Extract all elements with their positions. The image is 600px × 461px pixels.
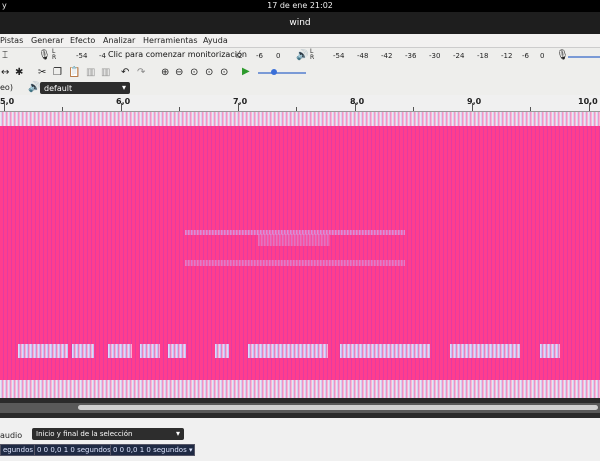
playback-scale-label: -12: [501, 52, 513, 60]
spectrogram-bright-segment: [108, 344, 132, 358]
playback-scale-label: -42: [381, 52, 393, 60]
cut-icon[interactable]: ✂: [38, 67, 47, 78]
playback-scale-label: -24: [453, 52, 465, 60]
microphone-volume-icon[interactable]: 🎙: [556, 50, 569, 61]
system-clock[interactable]: 17 de ene 21:02: [267, 1, 333, 10]
ruler-label: 6,0: [116, 97, 131, 106]
app-menu-glyph[interactable]: y: [2, 1, 7, 10]
audio-host-label: eo): [0, 83, 13, 92]
menu-tracks[interactable]: Pistas: [0, 36, 24, 45]
timeline-ruler[interactable]: 5,0 6,0 7,0 8,0 9,0 10,0: [0, 95, 600, 112]
menu-analyze[interactable]: Analizar: [103, 36, 136, 45]
menu-generate[interactable]: Generar: [31, 36, 64, 45]
playback-scale-label: -30: [429, 52, 441, 60]
chevron-down-icon: ▾: [175, 429, 180, 438]
record-scale-label: -54: [76, 52, 88, 60]
project-rate-label: audio: [0, 431, 23, 440]
window-title: wind: [289, 18, 311, 28]
selection-toolbar: audio Inicio y final de la selección ▾ e…: [0, 418, 600, 461]
playback-scale-label: 0: [540, 52, 545, 60]
spectrogram-bright-segment: [450, 344, 520, 358]
spectrogram-faint-pattern: [185, 260, 405, 266]
spectrogram-bright-segment: [168, 344, 186, 358]
device-toolbar: eo) 🔊 default ▾: [0, 81, 600, 96]
selection-end-time[interactable]: 0 0 0,0 1 0 segundos ▾: [110, 444, 196, 456]
select-tool-icon[interactable]: ⌶: [2, 50, 8, 61]
redo-icon[interactable]: ↷: [137, 67, 146, 78]
playback-scale-label: -6: [522, 52, 529, 60]
system-top-bar: y 17 de ene 21:02: [0, 0, 600, 12]
copy-icon[interactable]: ❐: [53, 67, 62, 78]
ruler-label: 7,0: [233, 97, 248, 106]
trim-icon[interactable]: ▥: [86, 67, 96, 78]
spectrogram-bright-segment: [140, 344, 160, 358]
play-speed-slider[interactable]: [258, 72, 306, 74]
horizontal-scrollbar[interactable]: [0, 398, 600, 418]
chevron-down-icon: ▾: [121, 83, 126, 92]
playback-scale-label: -48: [357, 52, 369, 60]
playback-scale-label: -18: [477, 52, 489, 60]
window-title-bar: wind: [0, 12, 600, 34]
spectrogram-track[interactable]: [0, 112, 600, 398]
speaker-icon: 🔊: [28, 82, 41, 93]
spectrogram-faint-pattern: [258, 234, 330, 246]
spectrogram-bright-segment: [248, 344, 328, 358]
fit-project-icon[interactable]: ⊙: [205, 67, 214, 78]
selection-mode-select[interactable]: Inicio y final de la selección ▾: [32, 428, 184, 440]
playback-scale-label: -54: [333, 52, 345, 60]
spectrogram-bottom-band: [0, 380, 600, 398]
edit-toolbar: ↔ ✱ ✂ ❐ 📋 ▥ ▥ ↶ ↷ ⊕ ⊖ ⊙ ⊙ ⊙ ▶: [0, 64, 600, 82]
record-scale-label: -4: [99, 52, 106, 60]
ruler-label: 8,0: [350, 97, 365, 106]
menu-help[interactable]: Ayuda: [203, 36, 228, 45]
play-speed-thumb[interactable]: [271, 69, 277, 75]
record-scale-label: -6: [256, 52, 263, 60]
ruler-label: 5,0: [0, 97, 15, 106]
menu-tools[interactable]: Herramientas: [143, 36, 198, 45]
ruler-label: 9,0: [467, 97, 482, 106]
zoom-out-icon[interactable]: ⊖: [175, 67, 184, 78]
spectrogram-bright-segment: [72, 344, 94, 358]
scrollbar-thumb[interactable]: [78, 405, 598, 410]
zoom-toggle-icon[interactable]: ⊙: [220, 67, 229, 78]
menu-bar: Pistas Generar Efecto Analizar Herramien…: [0, 34, 600, 48]
paste-icon[interactable]: 📋: [68, 67, 81, 78]
multi-tool-icon[interactable]: ✱: [15, 67, 24, 78]
spectrogram-bright-segment: [340, 344, 430, 358]
undo-icon[interactable]: ↶: [121, 67, 130, 78]
record-scale-label: 0: [276, 52, 281, 60]
silence-icon[interactable]: ▥: [101, 67, 111, 78]
spectrogram-bright-segment: [215, 344, 229, 358]
zoom-in-icon[interactable]: ⊕: [161, 67, 170, 78]
output-device-select[interactable]: default ▾: [40, 82, 130, 94]
speaker-icon[interactable]: 🔊: [296, 50, 309, 61]
spectrogram-faint-pattern: [185, 230, 405, 235]
selection-mode-value: Inicio y final de la selección: [36, 430, 133, 438]
time-shift-icon[interactable]: ↔: [1, 67, 10, 78]
spectrogram-bright-segment: [18, 344, 68, 358]
record-scale-label: i2: [236, 52, 243, 60]
fit-selection-icon[interactable]: ⊙: [190, 67, 199, 78]
menu-effect[interactable]: Efecto: [70, 36, 96, 45]
spectrogram-bright-segment: [540, 344, 560, 358]
microphone-icon[interactable]: 🎙: [38, 50, 51, 61]
playback-scale-label: -36: [405, 52, 417, 60]
mic-volume-slider[interactable]: [568, 56, 600, 58]
selection-start-time[interactable]: 0 0 0,0 1 0 segundos ▾: [34, 444, 120, 456]
play-at-speed-icon[interactable]: ▶: [242, 66, 250, 77]
ruler-label: 10,0: [578, 97, 598, 106]
monitor-prompt[interactable]: Clic para comenzar monitorización: [108, 50, 247, 59]
output-device-value: default: [44, 84, 73, 93]
spectrogram-top-band: [0, 112, 600, 126]
